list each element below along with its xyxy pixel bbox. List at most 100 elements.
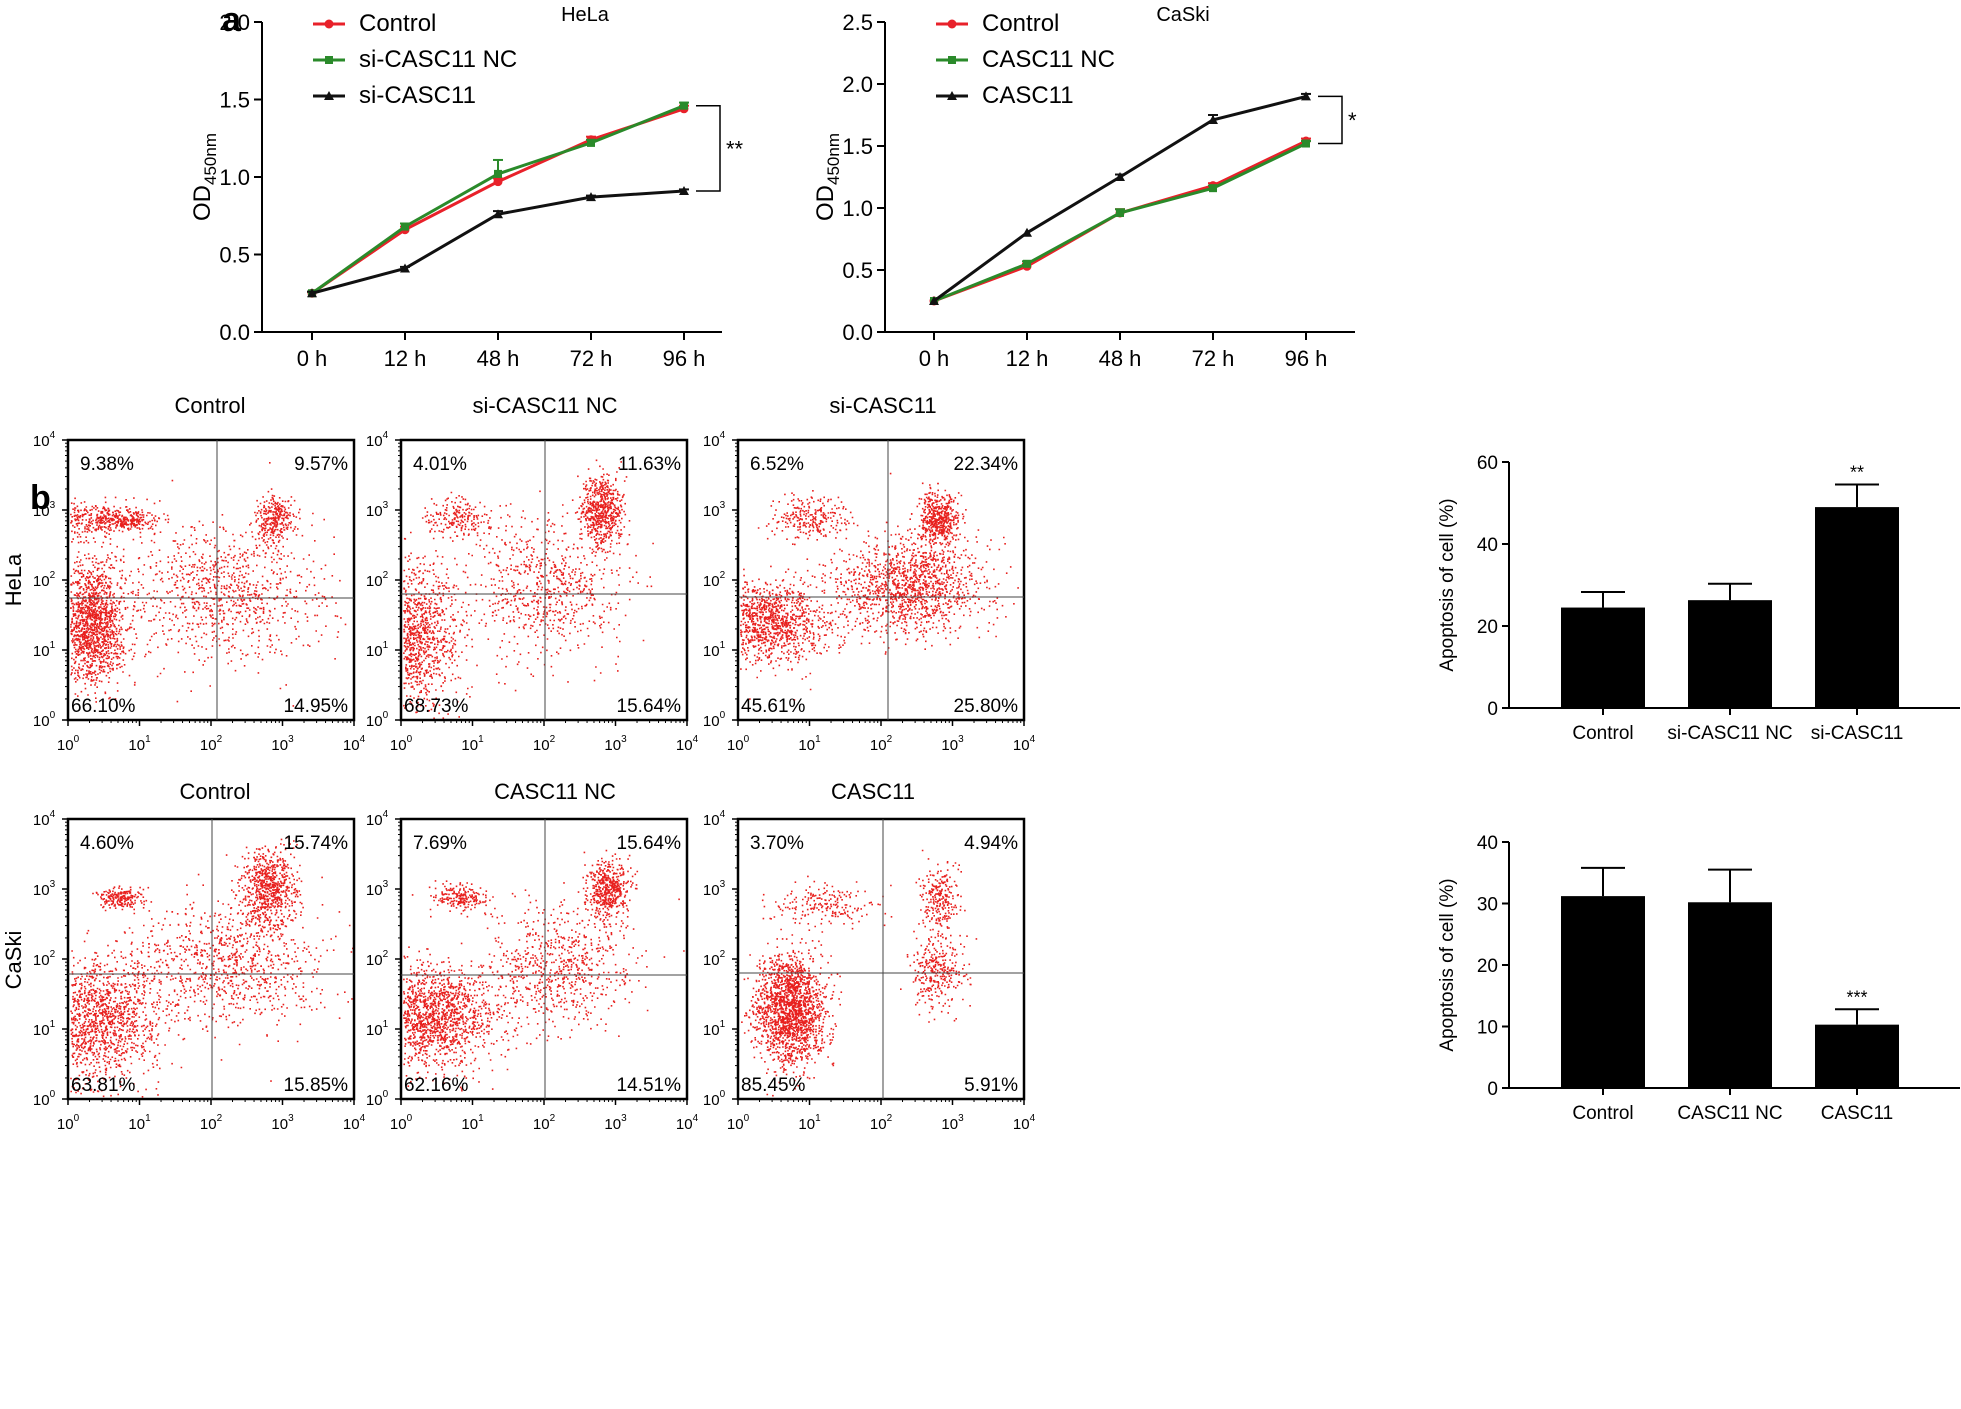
x-tick-exponent: 4 <box>360 734 366 745</box>
x-tick-base: 10 <box>390 1116 407 1133</box>
x-tick-label: 101 <box>798 734 821 754</box>
x-tick-exponent: 0 <box>407 1113 413 1124</box>
y-axis-label-main: OD <box>812 185 839 221</box>
y-tick-label: 0.5 <box>219 243 250 268</box>
x-tick-base: 10 <box>271 1116 288 1133</box>
bar <box>1815 507 1899 708</box>
quadrant-ul-value: 6.52% <box>750 454 804 475</box>
y-tick-base: 10 <box>703 812 720 829</box>
x-tick-base: 10 <box>343 737 360 754</box>
series-1: CASC11 NC <box>930 46 1311 305</box>
flow-plot-title: Control <box>180 779 251 804</box>
y-axis-label-sub: 450nm <box>824 133 843 185</box>
quadrant-lr-value: 15.85% <box>284 1075 349 1096</box>
x-tick-label: 103 <box>941 1113 964 1133</box>
data-point <box>493 209 503 219</box>
y-tick-base: 10 <box>33 1092 50 1109</box>
quadrant-lr-value: 25.80% <box>954 696 1019 717</box>
x-tick-exponent: 2 <box>217 734 223 745</box>
y-tick-base: 10 <box>33 1022 50 1039</box>
x-tick-label: 101 <box>461 1113 484 1133</box>
x-tick-base: 10 <box>798 1116 815 1133</box>
y-tick-label: 1.0 <box>219 165 250 190</box>
x-tick-label: 72 h <box>1192 346 1235 371</box>
y-tick-exponent: 4 <box>50 809 56 820</box>
y-tick-base: 10 <box>703 1022 720 1039</box>
x-tick-exponent: 3 <box>288 734 294 745</box>
significance-label: ** <box>726 136 744 161</box>
x-tick-exponent: 2 <box>887 734 893 745</box>
x-tick-base: 10 <box>57 737 74 754</box>
x-tick-label: 101 <box>461 734 484 754</box>
y-tick-label: 101 <box>33 1019 56 1039</box>
data-point <box>1023 259 1031 268</box>
data-point <box>1209 184 1217 193</box>
x-tick-label: 102 <box>200 734 223 754</box>
y-tick-label: 104 <box>366 809 389 829</box>
y-tick-exponent: 3 <box>50 879 56 890</box>
bar <box>1815 1024 1899 1088</box>
y-tick-base: 10 <box>366 812 383 829</box>
y-tick-exponent: 4 <box>50 430 56 441</box>
y-tick-label: 102 <box>366 570 389 590</box>
bar <box>1688 902 1772 1088</box>
legend-label: CASC11 <box>982 82 1074 109</box>
y-tick-exponent: 0 <box>720 1089 726 1100</box>
y-tick-label: 10 <box>1477 1018 1498 1039</box>
y-tick-base: 10 <box>33 503 50 520</box>
quadrant-ur-value: 15.74% <box>284 833 349 854</box>
x-tick-exponent: 0 <box>74 1113 80 1124</box>
x-tick-label: 12 h <box>384 346 427 371</box>
y-tick-base: 10 <box>366 1092 383 1109</box>
x-tick-label: 96 h <box>663 346 706 371</box>
x-tick-base: 10 <box>727 1116 744 1133</box>
x-tick-label: 104 <box>676 1113 699 1133</box>
y-tick-base: 10 <box>33 952 50 969</box>
quadrant-ul-value: 9.38% <box>80 454 134 475</box>
data-point <box>1208 114 1218 124</box>
x-tick-exponent: 4 <box>1030 1113 1036 1124</box>
y-tick-label: 104 <box>703 809 726 829</box>
y-tick-label: 103 <box>366 879 389 899</box>
y-tick-exponent: 4 <box>720 430 726 441</box>
y-tick-exponent: 2 <box>720 949 726 960</box>
data-point <box>586 192 596 202</box>
y-tick-label: 102 <box>703 949 726 969</box>
legend-label: CASC11 NC <box>982 46 1115 73</box>
flow-plot-title: CASC11 NC <box>494 779 616 804</box>
y-tick-base: 10 <box>366 643 383 660</box>
bar-chart-0: 0 20 40 60 Apoptosis of cell (%) Control si-CA… <box>1437 453 1960 744</box>
y-axis-label: OD450nm <box>812 133 843 221</box>
y-tick-base: 10 <box>703 503 720 520</box>
legend-label: si-CASC11 NC <box>359 46 517 73</box>
x-tick-exponent: 4 <box>360 1113 366 1124</box>
panel-label-a: a <box>222 1 242 39</box>
x-tick-label: 100 <box>727 1113 750 1133</box>
y-tick-label: 100 <box>33 710 56 730</box>
y-tick-base: 10 <box>703 573 720 590</box>
x-tick-label: 100 <box>390 1113 413 1133</box>
data-point <box>494 169 502 178</box>
x-tick-label: 0 h <box>919 346 950 371</box>
y-tick-label: 40 <box>1477 535 1498 556</box>
data-point <box>307 288 317 298</box>
x-tick-base: 10 <box>870 737 887 754</box>
y-tick-label: 102 <box>366 949 389 969</box>
data-point <box>1302 139 1310 148</box>
x-tick-base: 10 <box>461 1116 478 1133</box>
x-tick-label: CASC11 <box>1821 1103 1894 1124</box>
bar <box>1561 607 1645 708</box>
x-tick-label: 102 <box>870 734 893 754</box>
y-tick-base: 10 <box>366 433 383 450</box>
x-tick-label: CASC11 NC <box>1677 1103 1782 1124</box>
y-tick-exponent: 1 <box>50 640 56 651</box>
x-tick-label: 102 <box>200 1113 223 1133</box>
y-tick-label: 40 <box>1477 833 1498 854</box>
y-tick-base: 10 <box>703 643 720 660</box>
y-tick-label: 104 <box>703 430 726 450</box>
y-tick-base: 10 <box>33 433 50 450</box>
x-tick-exponent: 2 <box>550 1113 556 1124</box>
x-tick-exponent: 4 <box>693 1113 699 1124</box>
x-tick-base: 10 <box>271 737 288 754</box>
